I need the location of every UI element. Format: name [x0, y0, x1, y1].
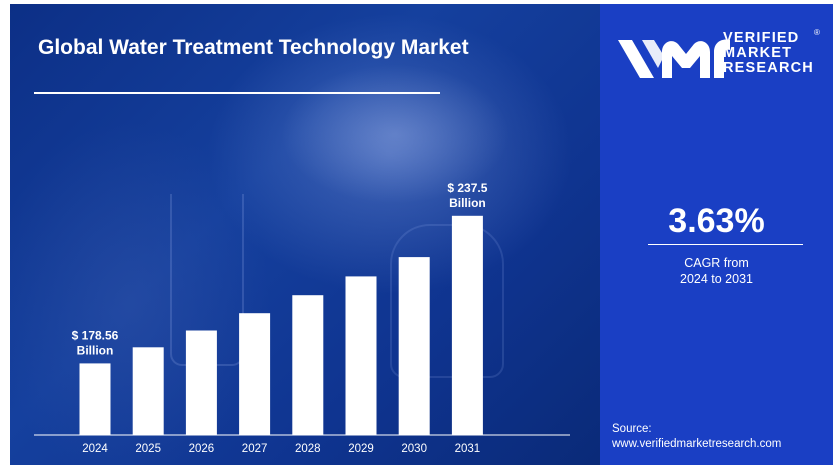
bar-2029: [345, 276, 377, 435]
bar-2027: [239, 313, 271, 435]
x-tick-label-2024: 2024: [82, 443, 108, 455]
vmr-logo-icon: [618, 39, 730, 78]
chart-title: Global Water Treatment Technology Market: [38, 36, 469, 59]
data-label-value-2024: $ 178.56: [72, 328, 119, 342]
cagr-value: 3.63%: [668, 202, 765, 240]
brand-line-1: VERIFIED: [723, 30, 800, 46]
bar-2025: [132, 347, 164, 435]
x-tick-label-2028: 2028: [295, 443, 321, 455]
data-label-unit-2031: Billion: [449, 196, 486, 210]
x-tick-label-2031: 2031: [455, 443, 481, 455]
bar-2026: [185, 330, 217, 435]
data-label-unit-2024: Billion: [77, 343, 114, 357]
background-flask: [390, 224, 504, 378]
cagr-label: CAGR from 2024 to 2031: [600, 255, 833, 287]
x-tick-label-2026: 2026: [189, 443, 215, 455]
x-tick-label-2030: 2030: [401, 443, 427, 455]
x-tick-label-2029: 2029: [348, 443, 374, 455]
bar-2030: [398, 257, 430, 435]
bar-2031: [451, 215, 483, 435]
bar-chart: 2024 2025 2026 2027 2028 2029 2030 2031 $ 178.56…: [34, 181, 570, 455]
background-lab-glove: [280, 64, 510, 204]
x-tick-label-2027: 2027: [242, 443, 268, 455]
cagr-label-line-2: 2024 to 2031: [680, 272, 753, 286]
source-note: Source: www.verifiedmarketresearch.com: [612, 422, 781, 452]
brand-line-3: RESEARCH: [723, 60, 814, 76]
x-tick-label-2025: 2025: [135, 443, 161, 455]
source-label: Source:: [612, 423, 652, 435]
source-url[interactable]: www.verifiedmarketresearch.com: [612, 438, 782, 450]
brand-name: VERIFIED MARKET RESEARCH: [723, 31, 814, 76]
chart-panel: Global Water Treatment Technology Market…: [10, 4, 600, 465]
info-panel: VERIFIED MARKET RESEARCH ® 3.63% CAGR fr…: [600, 4, 833, 465]
registered-mark: ®: [814, 28, 820, 37]
bar-2028: [292, 295, 324, 435]
cagr-divider: [648, 244, 803, 245]
bar-2024: [79, 363, 111, 435]
brand-line-2: MARKET: [723, 45, 793, 61]
data-label-value-2031: $ 237.5: [447, 181, 487, 195]
title-underline: [34, 92, 440, 94]
cagr-label-line-1: CAGR from: [684, 256, 749, 270]
